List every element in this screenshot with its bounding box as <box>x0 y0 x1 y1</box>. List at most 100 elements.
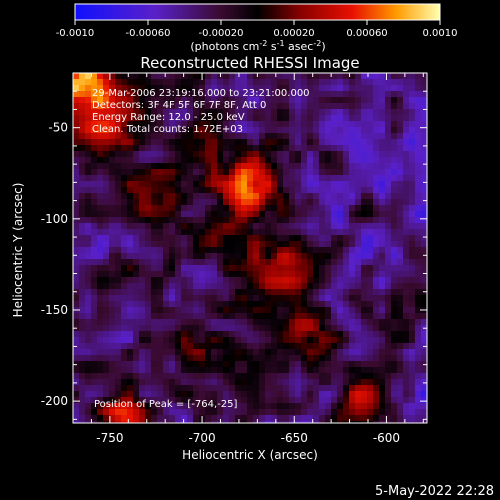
heatmap-cell <box>187 253 194 260</box>
heatmap-cell <box>169 379 176 386</box>
heatmap-cell <box>331 343 338 350</box>
heatmap-cell <box>103 79 110 86</box>
heatmap-cell <box>103 157 110 164</box>
heatmap-cell <box>391 361 398 368</box>
heatmap-cell <box>247 235 254 242</box>
heatmap-cell <box>283 211 290 218</box>
heatmap-cell <box>205 187 212 194</box>
heatmap-cell <box>127 391 134 398</box>
heatmap-cell <box>217 277 224 284</box>
heatmap-cell <box>85 397 92 404</box>
heatmap-cell <box>121 259 128 266</box>
heatmap-cell <box>253 349 260 356</box>
heatmap-cell <box>337 325 344 332</box>
heatmap-cell <box>199 403 206 410</box>
heatmap-cell <box>247 223 254 230</box>
heatmap-cell <box>331 211 338 218</box>
heatmap-cell <box>91 163 98 170</box>
heatmap-cell <box>229 277 236 284</box>
heatmap-cell <box>253 223 260 230</box>
heatmap-cell <box>229 91 236 98</box>
heatmap-cell <box>409 97 416 104</box>
heatmap-cell <box>361 361 368 368</box>
heatmap-cell <box>343 391 350 398</box>
heatmap-cell <box>307 91 314 98</box>
heatmap-cell <box>181 319 188 326</box>
heatmap-cell <box>199 241 206 248</box>
heatmap-cell <box>241 271 248 278</box>
heatmap-cell <box>151 229 158 236</box>
heatmap-cell <box>307 325 314 332</box>
heatmap-cell <box>397 325 404 332</box>
heatmap-cell <box>211 115 218 122</box>
heatmap-cell <box>193 307 200 314</box>
heatmap-cell <box>187 301 194 308</box>
heatmap-cell <box>253 91 260 98</box>
heatmap-cell <box>337 337 344 344</box>
heatmap-cell <box>385 151 392 158</box>
heatmap-cell <box>157 415 164 422</box>
heatmap-cell <box>151 133 158 140</box>
heatmap-cell <box>421 169 427 176</box>
heatmap-cell <box>205 319 212 326</box>
heatmap-cell <box>127 139 134 146</box>
heatmap-cell <box>91 115 98 122</box>
heatmap-cell <box>205 157 212 164</box>
heatmap-cell <box>265 265 272 272</box>
heatmap-cell <box>373 235 380 242</box>
heatmap-cell <box>181 97 188 104</box>
heatmap-cell <box>85 91 92 98</box>
heatmap-cell <box>409 385 416 392</box>
heatmap-cell <box>325 361 332 368</box>
heatmap-cell <box>301 277 308 284</box>
heatmap-cell <box>331 325 338 332</box>
heatmap-cell <box>187 145 194 152</box>
heatmap-cell <box>415 253 422 260</box>
heatmap-cell <box>181 325 188 332</box>
heatmap-cell <box>247 175 254 182</box>
heatmap-cell <box>199 265 206 272</box>
heatmap-cell <box>307 379 314 386</box>
heatmap-cell <box>163 259 170 266</box>
x-axis: -750 -700 -650 -600 <box>72 73 424 445</box>
heatmap-cell <box>115 271 122 278</box>
heatmap-cell <box>145 241 152 248</box>
heatmap-cell <box>271 343 278 350</box>
heatmap-cell <box>229 127 236 134</box>
heatmap-cell <box>235 145 242 152</box>
heatmap-cell <box>163 337 170 344</box>
heatmap-cell <box>373 103 380 110</box>
heatmap-cell <box>73 79 80 86</box>
heatmap-cell <box>325 133 332 140</box>
heatmap-cell <box>205 103 212 110</box>
heatmap-cell <box>361 367 368 374</box>
heatmap-cell <box>169 313 176 320</box>
heatmap-cell <box>391 313 398 320</box>
heatmap-cell <box>91 223 98 230</box>
heatmap-cell <box>301 361 308 368</box>
heatmap-cell <box>181 223 188 230</box>
heatmap-cell <box>319 277 326 284</box>
heatmap-cell <box>241 301 248 308</box>
heatmap-cell <box>73 223 80 230</box>
heatmap-cell <box>157 97 164 104</box>
heatmap-cell <box>97 73 104 80</box>
heatmap-cell <box>229 133 236 140</box>
heatmap-cell <box>235 349 242 356</box>
heatmap-cell <box>109 361 116 368</box>
heatmap-cell <box>157 247 164 254</box>
heatmap-cell <box>121 415 128 422</box>
heatmap-cell <box>373 313 380 320</box>
heatmap-cell <box>349 319 356 326</box>
heatmap-cell <box>85 301 92 308</box>
heatmap-cell <box>235 253 242 260</box>
heatmap-cell <box>409 85 416 92</box>
heatmap-cell <box>187 415 194 422</box>
heatmap-cell <box>337 289 344 296</box>
heatmap-cell <box>301 109 308 116</box>
colorbar-tick-label: -0.00060 <box>126 28 171 39</box>
heatmap-cell <box>181 187 188 194</box>
heatmap-cell <box>283 331 290 338</box>
heatmap-cell <box>355 103 362 110</box>
heatmap-cell <box>211 97 218 104</box>
